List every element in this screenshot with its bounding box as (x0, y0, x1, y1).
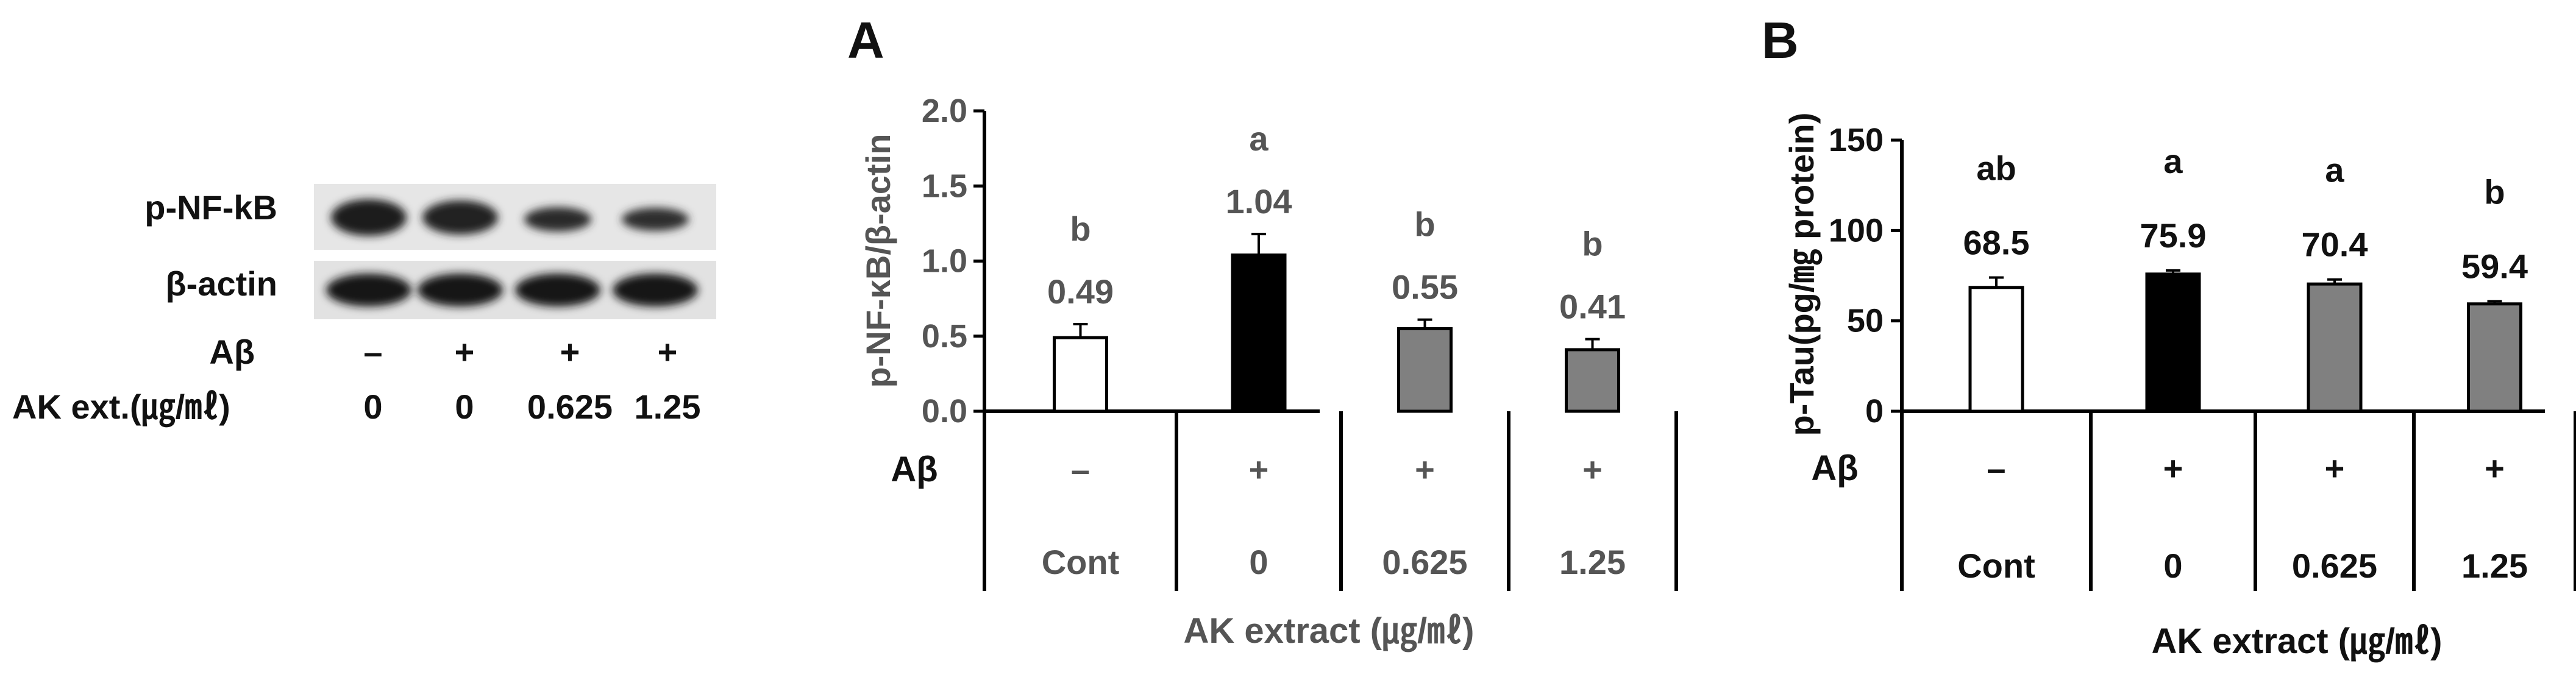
treatment-value: – (1987, 449, 2005, 487)
value-label: 68.5 (1963, 223, 2030, 261)
wb-bands-bactin (326, 274, 698, 306)
wb-dose-label: AK ext.(㎍/㎖) (12, 388, 230, 428)
category-label: Cont (1042, 543, 1120, 581)
treatment-value: – (1071, 450, 1090, 489)
value-label: 1.04 (1226, 182, 1292, 221)
wb-treatment-value: + (560, 333, 580, 371)
category-label: 0 (2163, 547, 2182, 585)
wb-bands-pnfkb (331, 199, 689, 236)
y-tick-label: 0.0 (922, 393, 967, 430)
wb-dose-value: 0 (363, 388, 382, 426)
wb-treatment-value: + (455, 333, 475, 371)
value-label: 75.9 (2140, 216, 2207, 255)
significance-letter: b (2484, 172, 2505, 211)
significance-letter: b (1070, 210, 1091, 248)
y-tick-label: 0.5 (922, 318, 967, 355)
y-axis-title: p-Tau(pg/㎎ protein) (1782, 113, 1823, 436)
y-tick-label: 1.0 (922, 243, 967, 280)
wb-band (613, 274, 698, 306)
wb-band (326, 274, 411, 306)
bar (2145, 272, 2201, 413)
bar (2467, 302, 2522, 413)
significance-letter: b (1414, 205, 1435, 244)
significance-letter: b (1582, 225, 1603, 263)
significance-letter: ab (1976, 149, 2016, 187)
y-tick-label: 100 (1829, 212, 1884, 249)
x-axis-title: AK extract (㎍/㎖) (2152, 621, 2443, 663)
panel-letter-a: A (847, 12, 884, 69)
treatment-value: + (1582, 450, 1603, 489)
y-tick-label: 1.5 (922, 168, 967, 204)
chart-a: A 0.0 0.5 1.0 1.5 2.0 p-NF-κB/β-actin Aβ 0.49 b –… (847, 12, 1678, 653)
treatment-row-label: Aβ (1811, 448, 1858, 488)
y-tick-label: 0 (1865, 393, 1884, 430)
bar (2307, 282, 2363, 413)
bar (1231, 253, 1287, 413)
wb-band (422, 200, 498, 235)
wb-treatment-label: Aβ (209, 333, 255, 371)
significance-letter: a (2325, 151, 2344, 189)
category-label: 0.625 (1382, 543, 1467, 581)
y-tick-label: 150 (1829, 122, 1884, 158)
x-axis-title: AK extract (㎍/㎖) (1184, 611, 1475, 653)
bar (1565, 348, 1620, 413)
treatment-value: + (2325, 449, 2345, 487)
wb-dose-value: 1.25 (635, 388, 701, 426)
category-label: Cont (1957, 547, 2035, 585)
treatment-row-label: Aβ (891, 450, 938, 489)
y-axis-title: p-NF-κB/β-actin (859, 134, 897, 388)
category-label: 0.625 (2292, 547, 2377, 585)
wb-band (418, 274, 503, 306)
bar (1397, 327, 1453, 413)
wb-dose-value: 0.625 (527, 388, 613, 426)
wb-row-label-pnfkb: p-NF-kB (144, 188, 277, 227)
wb-band (515, 274, 600, 306)
wb-band (622, 208, 689, 231)
value-label: 70.4 (2302, 225, 2368, 264)
y-tick-label: 50 (1847, 303, 1884, 339)
category-label: 1.25 (2461, 547, 2528, 585)
wb-band (524, 207, 591, 232)
western-blot-panel: p-NF-kB β-actin Aβ – + + + AK ext.(㎍/㎖) … (12, 184, 716, 428)
y-tick-label: 2.0 (922, 93, 967, 129)
bar (1968, 286, 2024, 413)
value-label: 0.49 (1047, 272, 1114, 311)
value-label: 0.41 (1559, 288, 1626, 326)
treatment-value: + (2163, 449, 2183, 487)
significance-letter: a (1249, 119, 1268, 158)
wb-dose-value: 0 (455, 388, 474, 426)
bar (1053, 336, 1108, 413)
treatment-value: + (2485, 449, 2505, 487)
value-label: 0.55 (1392, 268, 1458, 306)
wb-treatment-value: + (658, 333, 678, 371)
treatment-value: + (1415, 450, 1435, 489)
significance-letter: a (2163, 142, 2183, 180)
category-label: 1.25 (1559, 543, 1626, 581)
category-label: 0 (1249, 543, 1268, 581)
value-label: 59.4 (2461, 247, 2528, 285)
treatment-value: + (1249, 450, 1269, 489)
wb-band (331, 199, 407, 236)
wb-row-label-bactin: β-actin (165, 264, 277, 303)
panel-letter-b: B (1762, 12, 1799, 69)
wb-treatment-value: – (363, 333, 382, 371)
